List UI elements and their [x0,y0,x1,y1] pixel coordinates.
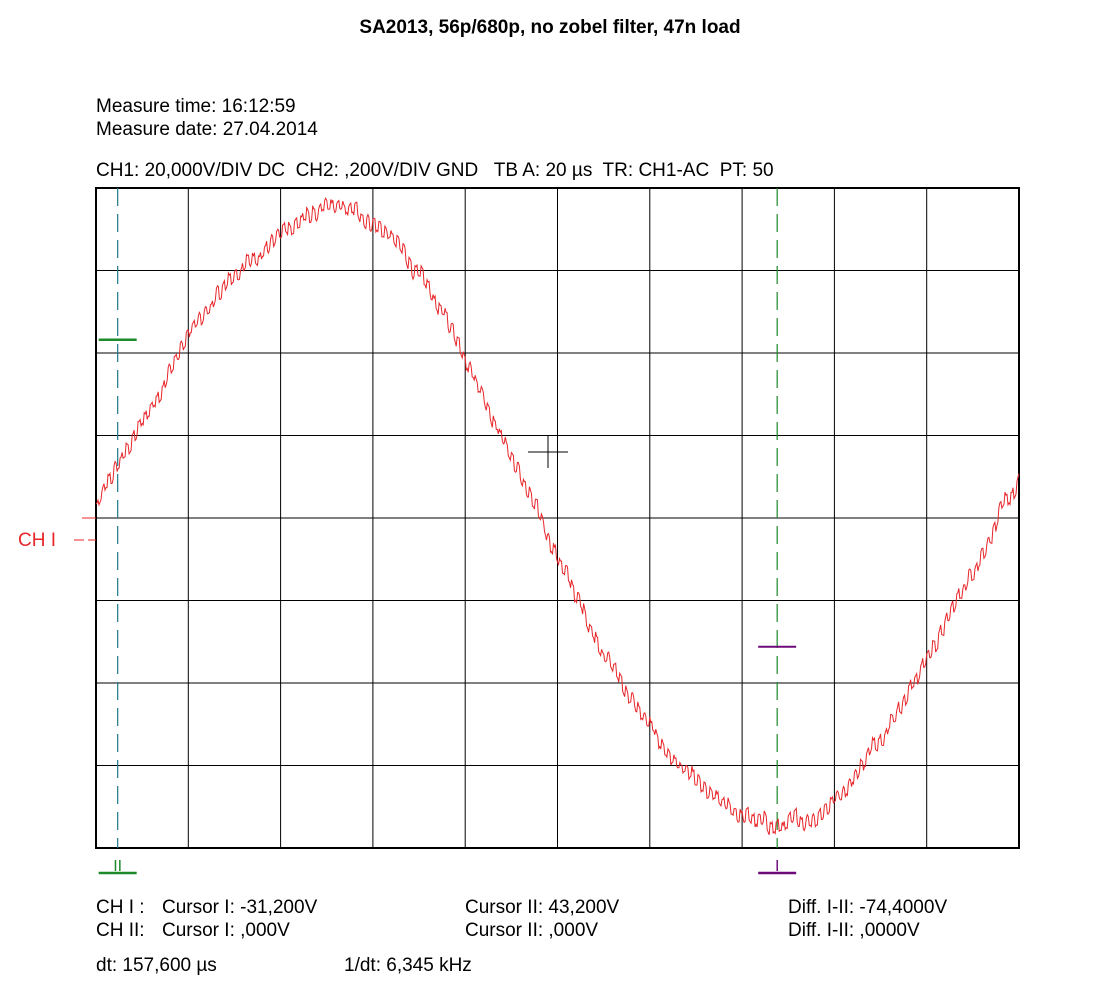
center-crosshair [528,436,568,468]
channel-label: CH I [18,530,56,551]
ch2-diff: Diff. I-II: ,0000V [788,920,920,941]
ch1-cursor-II: Cursor II: 43,200V [465,897,620,918]
ch2-label: CH II: [96,920,145,941]
cursor-I-marker-label: I [775,858,779,875]
grid [95,187,1020,849]
measure-date: Measure date: 27.04.2014 [96,119,318,140]
ch1-cursor-I: Cursor I: -31,200V [162,897,318,918]
ch2-cursor-II: Cursor II: ,000V [465,920,599,941]
dt-readout: dt: 157,600 µs [96,955,217,976]
settings-line: CH1: 20,000V/DIV DC CH2: ,200V/DIV GND T… [96,160,774,181]
cursor-markers: II I [98,858,797,875]
ch2-cursor-I: Cursor I: ,000V [162,920,290,941]
ch1-label: CH I : [96,897,145,918]
inv-dt-readout: 1/dt: 6,345 kHz [344,955,472,976]
ch1-trace [95,197,1020,835]
cursor-II-marker-label: II [113,858,122,875]
chart-title: SA2013, 56p/680p, no zobel filter, 47n l… [359,17,741,38]
measure-time: Measure time: 16:12:59 [96,96,296,117]
cursor-lines [98,188,797,848]
ch1-diff: Diff. I-II: -74,4000V [788,897,948,918]
channel-marker [74,517,96,541]
